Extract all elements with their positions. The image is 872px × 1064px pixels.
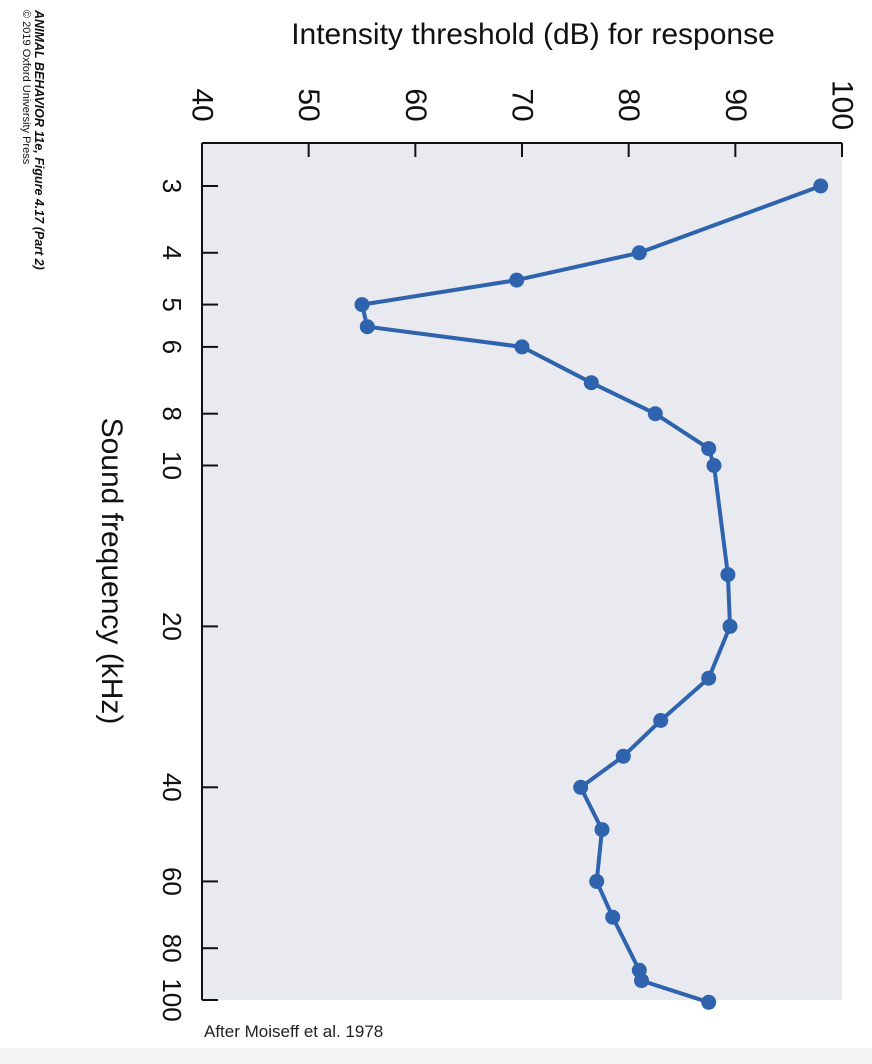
frequency-tick-label-20: 20: [157, 612, 187, 641]
source-note: After Moiseff et al. 1978: [204, 1022, 383, 1041]
data-point-6: [583, 375, 599, 391]
data-point-21: [701, 994, 717, 1010]
data-point-0: [813, 178, 829, 194]
frequency-tick-label-100: 100: [157, 978, 187, 1021]
data-point-7: [647, 406, 663, 422]
data-point-3: [354, 297, 370, 313]
data-point-1: [631, 245, 647, 261]
plot-area: [202, 143, 842, 1000]
data-point-14: [615, 748, 631, 764]
data-point-17: [589, 873, 605, 889]
y-axis-title: Intensity threshold (dB) for response: [291, 18, 775, 51]
frequency-tick-label-60: 60: [157, 867, 187, 896]
x-axis-title: Sound frequency (kHz): [95, 418, 128, 725]
frequency-tick-label-5: 5: [157, 297, 187, 311]
credit-line-2: © 2019 Oxford University Press: [20, 10, 32, 165]
intensity-tick-label-60: 60: [399, 88, 432, 121]
footer-band: [0, 1048, 872, 1064]
frequency-tick-label-80: 80: [157, 934, 187, 963]
intensity-tick-label-50: 50: [292, 88, 325, 121]
data-point-20: [634, 973, 649, 989]
data-point-10: [720, 567, 736, 583]
threshold-curve-line: [360, 184, 822, 1005]
data-point-4: [359, 319, 375, 335]
data-point-12: [701, 670, 717, 686]
credit-line-1: ANIMAL BEHAVIOR 11e, Figure 4.17 (Part 2…: [32, 9, 46, 270]
data-point-8: [701, 441, 717, 457]
data-point-5: [514, 339, 530, 355]
data-point-9: [706, 458, 722, 473]
frequency-tick-label-40: 40: [157, 773, 187, 802]
data-point-13: [653, 713, 669, 728]
intensity-tick-label-90: 90: [719, 88, 752, 121]
frequency-tick-label-6: 6: [157, 340, 187, 354]
intensity-tick-label-80: 80: [612, 88, 645, 121]
frequency-tick-label-8: 8: [157, 406, 187, 420]
data-point-18: [605, 909, 621, 925]
data-point-11: [722, 618, 738, 634]
frequency-tick-label-4: 4: [157, 246, 187, 260]
intensity-tick-label-40: 40: [186, 88, 219, 121]
frequency-tick-label-10: 10: [157, 451, 187, 480]
data-point-2: [509, 272, 525, 288]
data-point-16: [594, 822, 610, 838]
frequency-tick-label-3: 3: [157, 179, 187, 193]
intensity-tick-label-100: 100: [826, 80, 859, 130]
data-point-15: [573, 779, 589, 795]
intensity-tick-label-70: 70: [506, 88, 539, 121]
